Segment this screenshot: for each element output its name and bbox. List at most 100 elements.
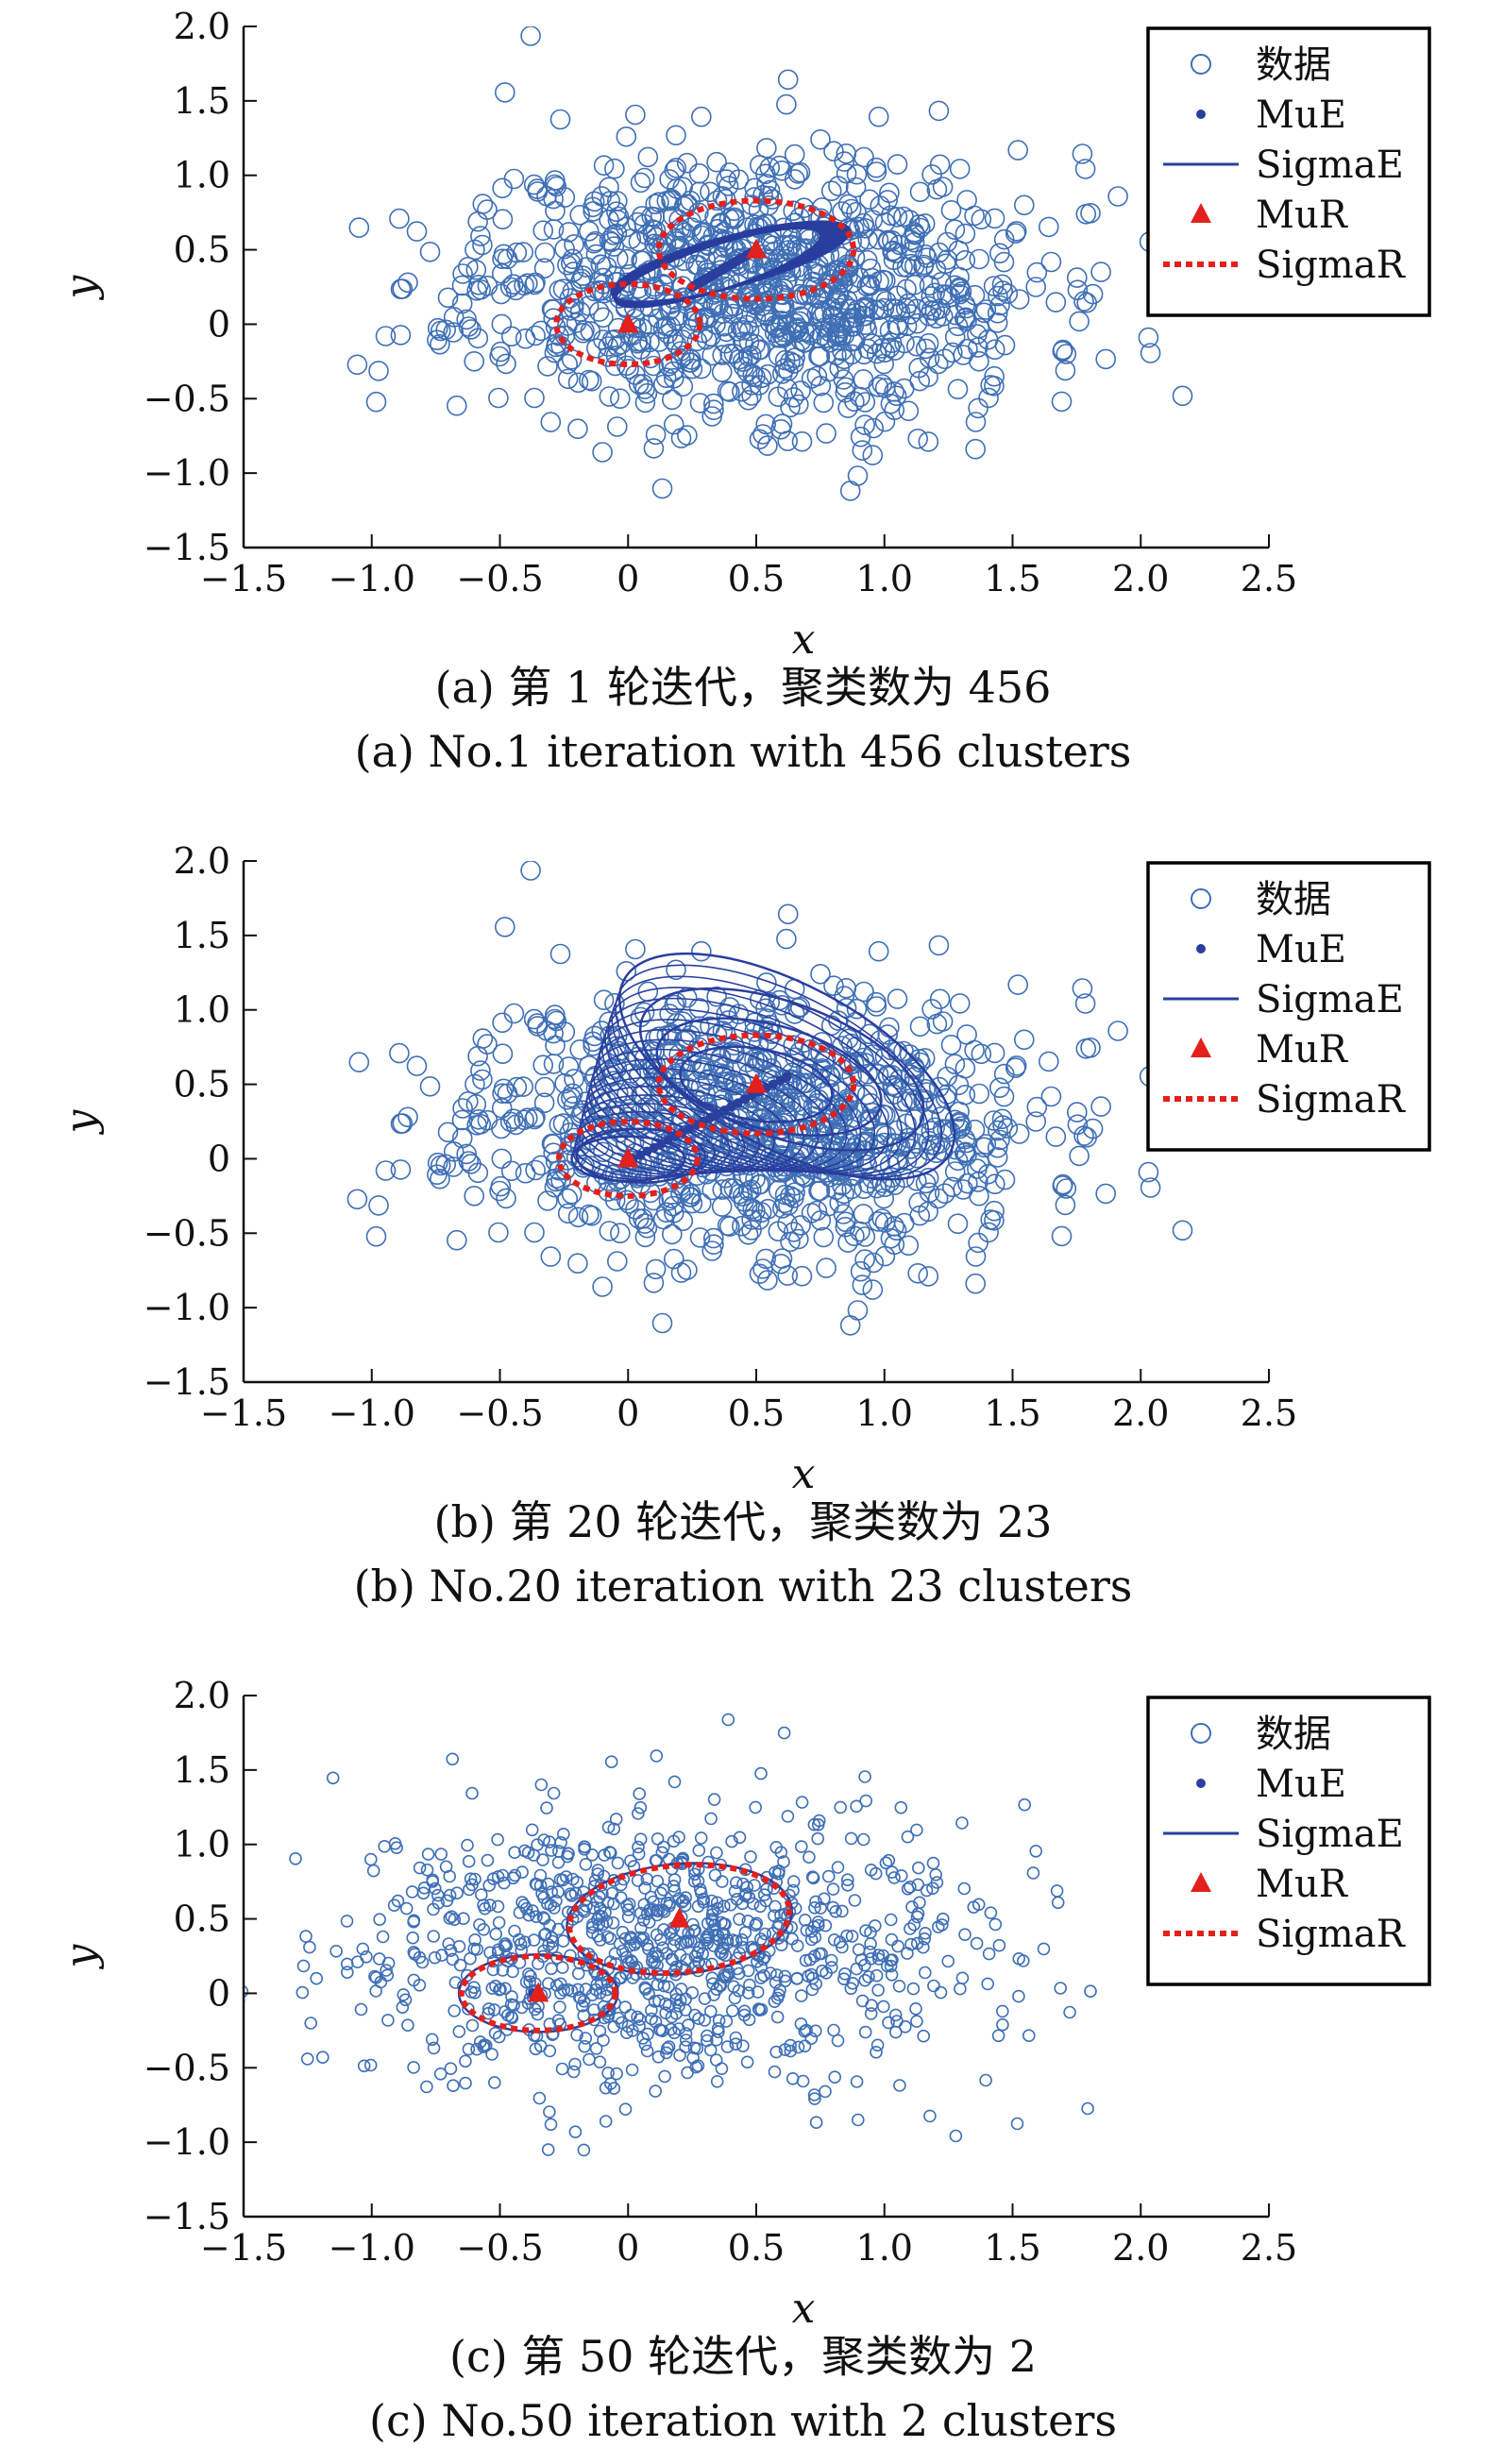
data-point (877, 229, 899, 251)
data-point (909, 181, 931, 203)
data-point (638, 313, 660, 335)
data-point (632, 206, 652, 227)
data-point (918, 1932, 932, 1946)
data-point (827, 1933, 841, 1947)
data-point (834, 1800, 848, 1814)
data-point (915, 338, 937, 360)
sigma-r-ellipse (655, 1032, 857, 1137)
data-point (708, 1868, 722, 1882)
data-point (870, 2046, 883, 2059)
data-point (907, 428, 929, 449)
data-point (491, 263, 513, 284)
data-point (701, 345, 723, 366)
data-point (467, 211, 488, 232)
data-point (908, 1191, 930, 1213)
data-point (600, 1915, 614, 1929)
sigma-r-ellipses (553, 197, 857, 368)
data-point (483, 1946, 497, 1960)
data-point (808, 328, 830, 349)
data-point (718, 176, 739, 196)
data-point (524, 1108, 545, 1130)
data-point (630, 172, 651, 194)
data-point (909, 1016, 931, 1038)
data-point (465, 2018, 480, 2033)
data-point (850, 426, 871, 447)
data-point (945, 1139, 966, 1160)
data-point (758, 249, 780, 271)
data-point (368, 361, 389, 381)
data-point (656, 1941, 669, 1954)
data-point (774, 1192, 795, 1214)
data-point (869, 271, 889, 292)
data-point (845, 1930, 859, 1943)
data-point (1056, 344, 1077, 364)
data-point (644, 1890, 658, 1904)
data-point (570, 2028, 583, 2042)
data-point (899, 210, 921, 230)
data-point (834, 151, 855, 172)
data-point (579, 1858, 593, 1871)
data-point (492, 209, 514, 229)
data-point (448, 2004, 462, 2017)
data-point (443, 307, 465, 328)
data-point (578, 1055, 600, 1076)
data-point (811, 1918, 825, 1932)
data-point (636, 1914, 651, 1927)
mu-e-point (740, 1094, 751, 1105)
data-point (525, 1159, 546, 1181)
data-point (661, 1224, 683, 1245)
data-point (710, 1896, 724, 1910)
data-point (572, 1156, 594, 1178)
data-point (592, 1276, 613, 1297)
plot-area (346, 861, 1202, 1336)
data-point (389, 208, 410, 229)
x-axis-label: x (792, 616, 816, 664)
data-point (363, 2058, 378, 2072)
data-point (549, 325, 569, 346)
data-point (601, 2067, 615, 2080)
data-point (754, 301, 776, 323)
data-point (754, 1766, 768, 1780)
data-point (697, 1892, 710, 1906)
data-point (996, 2017, 1009, 2032)
data-point (853, 369, 874, 390)
data-point (427, 329, 448, 351)
data-point (616, 961, 637, 982)
data-point (505, 279, 527, 301)
data-point (390, 325, 412, 346)
data-point (1076, 1126, 1097, 1148)
data-point (388, 1837, 402, 1850)
data-point (566, 2065, 581, 2079)
data-point (996, 2004, 1009, 2018)
data-point (741, 1915, 755, 1928)
data-point (658, 2069, 671, 2084)
data-point (731, 380, 752, 402)
data-point (437, 287, 459, 309)
data-point (956, 1145, 977, 1166)
data-point (705, 1971, 719, 1984)
y-tick-label: 0 (208, 303, 230, 345)
data-point (631, 1807, 645, 1820)
data-point (462, 1854, 476, 1868)
data-point (848, 1894, 862, 1907)
legend-marker-data (1191, 888, 1211, 909)
data-point (781, 1810, 795, 1823)
data-point (599, 386, 620, 407)
data-point (406, 1055, 428, 1076)
data-point (809, 288, 831, 309)
data-point (820, 180, 842, 201)
data-point (887, 154, 908, 175)
data-point (934, 1985, 948, 2000)
data-point (732, 1983, 746, 1998)
data-point (645, 194, 667, 214)
data-point (551, 1856, 566, 1869)
data-point (462, 2002, 475, 2016)
x-tick-label: 2.0 (1112, 2227, 1169, 2269)
legend-marker-mur (1191, 1872, 1211, 1892)
data-point (871, 1983, 885, 1997)
data-point (603, 1846, 617, 1860)
data-point (691, 1057, 713, 1078)
data-point (935, 253, 956, 275)
data-point (908, 357, 930, 379)
data-point (660, 2042, 674, 2055)
